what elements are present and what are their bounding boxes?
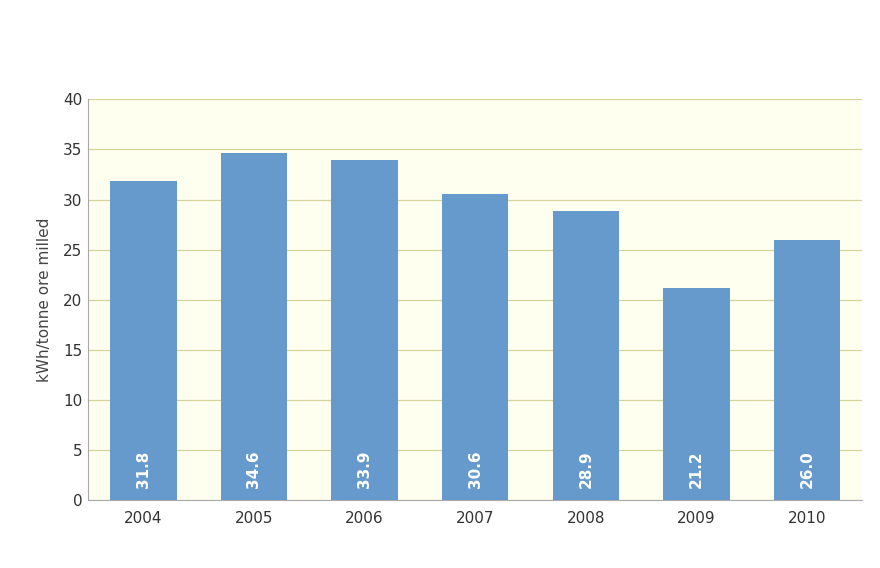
Text: 21.2: 21.2 bbox=[689, 450, 704, 488]
Bar bbox=[442, 194, 509, 500]
Bar bbox=[332, 161, 398, 500]
Text: 31.8: 31.8 bbox=[136, 450, 150, 488]
Text: Electricity Use (kWh) per tonne of ore milled: Electricity Use (kWh) per tonne of ore m… bbox=[66, 26, 662, 51]
Bar bbox=[553, 211, 619, 500]
Bar bbox=[664, 287, 730, 500]
Text: 28.9: 28.9 bbox=[578, 450, 593, 488]
Text: 33.9: 33.9 bbox=[357, 450, 372, 488]
Y-axis label: kWh/tonne ore milled: kWh/tonne ore milled bbox=[37, 218, 52, 382]
Bar bbox=[221, 153, 287, 500]
Polygon shape bbox=[19, 7, 48, 69]
Text: 26.0: 26.0 bbox=[800, 450, 815, 488]
Text: 30.6: 30.6 bbox=[467, 450, 483, 488]
Bar bbox=[110, 182, 177, 500]
Text: 34.6: 34.6 bbox=[246, 450, 261, 488]
Bar bbox=[774, 240, 840, 500]
